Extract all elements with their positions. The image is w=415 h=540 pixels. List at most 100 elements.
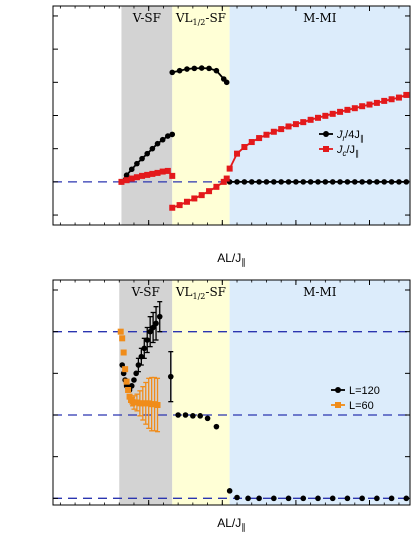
region-band [229,280,410,505]
data-point [134,160,140,167]
data-point [167,373,174,380]
data-point [300,119,307,126]
data-point [154,140,161,147]
region-label-main: M-MI [303,11,337,25]
data-point [381,179,388,185]
data-point [315,179,321,185]
legend-label-tail: /4J [345,129,360,141]
data-point [278,126,285,133]
data-point [204,415,211,422]
data-point [366,101,373,108]
legend-label: Jr/4J∥ [336,129,364,143]
region-label: VL1/2-SF [175,285,226,301]
data-point [165,133,171,139]
data-point [118,178,125,185]
data-point [226,488,233,494]
data-point [381,97,388,104]
legend-marker [335,387,341,393]
data-point [119,335,126,342]
series-l=120 [119,301,410,502]
legend-marker [335,402,341,408]
data-point [122,366,129,373]
data-point [278,179,284,185]
data-point [169,204,176,211]
legend-label-main: J [336,129,343,141]
data-point [329,110,336,117]
region-label: V-SF [131,285,160,299]
data-point [285,179,292,185]
data-point [329,495,336,502]
data-point [149,170,156,177]
data-point [329,179,336,185]
region-label-tail: -SF [205,285,226,299]
data-point [234,494,240,501]
data-point [263,179,270,185]
data-point [234,179,240,185]
legend-label: L=120 [349,385,380,397]
data-point [156,313,163,320]
data-point [248,179,255,185]
data-point [150,324,156,331]
data-point [388,179,395,185]
data-point [120,349,127,356]
data-point [147,328,153,335]
data-point [344,495,351,502]
data-point [144,150,151,157]
data-point [169,172,176,179]
region-band [121,6,173,225]
data-point [403,91,410,98]
data-point [300,179,307,185]
data-point [403,495,410,502]
region-band [172,6,230,225]
legend-marker [323,146,329,152]
region-band [172,280,230,505]
legend-marker [323,131,329,137]
series-l=60 [117,328,161,433]
legend-label-sub: c [343,149,347,158]
data-point [128,175,135,182]
data-point [359,179,365,185]
data-point [396,179,402,185]
data-point [314,114,321,121]
data-point [388,96,395,103]
data-point [182,412,189,418]
data-point [123,378,130,385]
x-axis-label-sub: ∥ [241,257,246,267]
data-point [241,179,248,185]
panel-b: V-SF VL1/2-SF M-MI AL/J∥ L=120 L=60 [52,279,411,532]
region-label-main: V-SF [132,11,161,25]
legend: L=120 L=60 [331,385,380,412]
data-point [154,169,161,176]
region-label-sub: 1/2 [193,292,206,301]
data-point [351,179,358,185]
data-point [256,495,262,502]
legend-label: Jc/J∥ [336,144,359,158]
data-point [359,103,366,110]
data-point [263,131,270,138]
data-point [403,179,410,185]
data-point [141,345,148,352]
data-point [206,188,213,195]
data-point [133,174,140,181]
data-point [135,362,142,368]
x-axis-label-sub: ∥ [241,522,246,532]
legend-label: L=60 [349,400,374,412]
legend-label-sub: r [343,134,346,143]
data-point [271,179,277,185]
data-point [322,179,329,185]
region-label: M-MI [303,285,337,299]
data-point [139,172,146,179]
data-point [213,183,220,190]
data-point [307,179,314,185]
series-s1 [118,91,410,211]
data-point [184,66,190,72]
region-label-main: M-MI [303,285,337,299]
data-point [344,179,351,185]
data-point [344,106,351,113]
data-point [176,67,183,74]
data-point [144,171,151,178]
data-point [322,112,329,119]
region-label-sub: 1/2 [193,18,206,27]
region-label-main: VL [175,285,193,299]
